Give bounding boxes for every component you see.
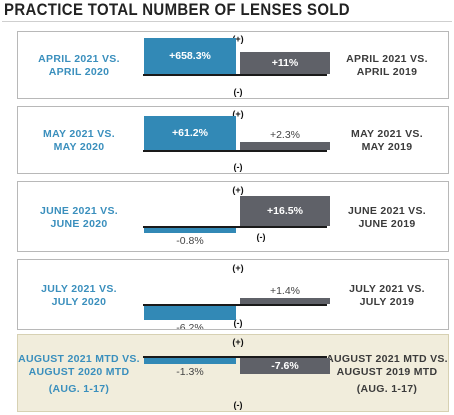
left-period-label: JULY 2021 VS. JULY 2020	[18, 283, 140, 309]
zero-axis	[143, 150, 327, 152]
value-label-vs-2020: -1.3%	[176, 366, 204, 379]
bar-vs-2019	[240, 142, 330, 150]
right-label-line: MAY 2021 VS.	[351, 128, 423, 140]
minus-sign: (-)	[233, 162, 243, 172]
plus-sign: (+)	[232, 34, 244, 44]
minus-sign: (-)	[233, 87, 243, 97]
title-divider	[2, 21, 452, 22]
left-label-line: JUNE 2021 VS.	[39, 205, 119, 217]
bar-vs-2020	[144, 306, 236, 320]
bar-vs-2019	[240, 195, 330, 226]
zero-axis	[143, 226, 327, 228]
comparison-panel: APRIL 2021 VS. APRIL 2020 APRIL 2021 VS. AP…	[17, 31, 449, 99]
value-label-vs-2020: +61.2%	[172, 127, 208, 139]
comparison-panel: MAY 2021 VS. MAY 2020 MAY 2021 VS. MAY 2019…	[17, 106, 449, 174]
left-label-line: APRIL 2021 VS.	[38, 53, 120, 65]
bar-vs-2019	[240, 52, 330, 74]
chart-title: PRACTICE TOTAL NUMBER OF LENSES SOLD	[4, 0, 350, 19]
right-date-range: (AUG. 1-17)	[356, 383, 418, 395]
value-label-vs-2019: +11%	[271, 57, 299, 70]
right-period-label: JULY 2021 VS. JULY 2019	[326, 283, 448, 309]
value-label-vs-2020: -0.8%	[176, 235, 204, 248]
bar-vs-2020	[144, 358, 236, 365]
plus-sign: (+)	[232, 263, 244, 273]
left-period-label: APRIL 2021 VS. APRIL 2020	[18, 53, 140, 79]
right-label-line: JULY 2019	[359, 296, 415, 308]
bar-vs-2020	[144, 38, 236, 74]
value-label-vs-2019: +1.4%	[269, 284, 301, 297]
left-label-line: APRIL 2020	[48, 66, 110, 78]
right-label-line: MAY 2019	[361, 141, 413, 153]
zero-axis	[143, 304, 327, 306]
left-date-range: (AUG. 1-17)	[48, 383, 110, 395]
right-label-line: JUNE 2019	[358, 218, 416, 230]
value-label-vs-2019: -7.6%	[271, 360, 299, 373]
right-period-label: MAY 2021 VS. MAY 2019	[326, 128, 448, 154]
right-period-label: AUGUST 2021 MTD VS. AUGUST 2019 MTD (AUG. …	[326, 353, 448, 396]
comparison-panel: JULY 2021 VS. JULY 2020 JULY 2021 VS. JULY …	[17, 259, 449, 330]
right-label-line: JULY 2021 VS.	[349, 283, 425, 295]
left-label-line: MAY 2020	[53, 141, 105, 153]
bar-vs-2019	[240, 358, 330, 375]
left-label-line: JUNE 2020	[50, 218, 108, 230]
right-period-label: JUNE 2021 VS. JUNE 2019	[326, 205, 448, 231]
minus-sign: (-)	[233, 400, 243, 410]
zero-axis	[143, 74, 327, 76]
left-period-label: MAY 2021 VS. MAY 2020	[18, 128, 140, 154]
right-label-line: AUGUST 2021 MTD VS.	[326, 353, 448, 365]
plus-sign: (+)	[232, 337, 244, 347]
left-label-line: MAY 2021 VS.	[43, 128, 115, 140]
zero-axis	[143, 356, 327, 358]
comparison-panel: JUNE 2021 VS. JUNE 2020 JUNE 2021 VS. JUNE …	[17, 181, 449, 252]
left-period-label: JUNE 2021 VS. JUNE 2020	[18, 205, 140, 231]
right-label-line: APRIL 2019	[356, 66, 418, 78]
comparison-panel: AUGUST 2021 MTD VS. AUGUST 2020 MTD (AUG. …	[17, 334, 449, 412]
minus-sign: (-)	[256, 232, 266, 242]
left-label-line: JULY 2021 VS.	[41, 283, 117, 295]
right-period-label: APRIL 2021 VS. APRIL 2019	[326, 53, 448, 79]
left-period-label: AUGUST 2021 MTD VS. AUGUST 2020 MTD (AUG. …	[18, 353, 140, 396]
left-label-line: AUGUST 2020 MTD	[28, 366, 130, 378]
plus-sign: (+)	[232, 185, 244, 195]
bar-vs-2020	[144, 228, 236, 234]
right-label-line: JUNE 2021 VS.	[347, 205, 427, 217]
value-label-vs-2019: +16.5%	[267, 204, 303, 217]
value-label-vs-2020: -6.2%	[176, 321, 204, 330]
bar-vs-2019	[240, 297, 330, 304]
value-label-vs-2020: +658.3%	[169, 50, 211, 62]
right-label-line: AUGUST 2019 MTD	[336, 366, 438, 378]
left-label-line: AUGUST 2021 MTD VS.	[18, 353, 140, 365]
value-label-vs-2019: +2.3%	[269, 129, 301, 142]
right-label-line: APRIL 2021 VS.	[346, 53, 428, 65]
bar-vs-2020	[144, 116, 236, 150]
left-label-line: JULY 2020	[51, 296, 107, 308]
plus-sign: (+)	[232, 109, 244, 119]
minus-sign: (-)	[233, 318, 243, 328]
